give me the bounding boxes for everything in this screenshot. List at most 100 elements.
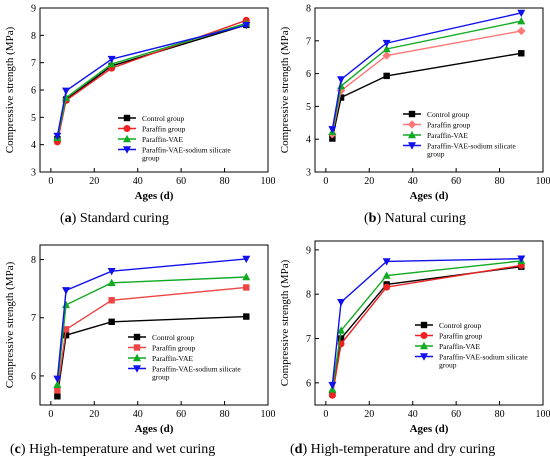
y-tick-label: 8 — [31, 255, 36, 266]
legend-marker — [123, 114, 131, 122]
data-point — [382, 39, 391, 48]
legend-marker — [420, 332, 428, 339]
data-point — [62, 326, 70, 333]
x-tick-label: 0 — [48, 409, 53, 420]
y-tick-label: 4 — [306, 135, 311, 146]
data-point — [243, 313, 250, 320]
x-tick-label: 20 — [364, 409, 374, 420]
y-tick-label: 6 — [31, 371, 36, 382]
x-tick-label: 60 — [451, 409, 461, 420]
data-point — [517, 255, 526, 263]
legend-label: Control group — [439, 321, 482, 330]
series-line — [56, 258, 247, 379]
data-point — [518, 50, 525, 57]
y-axis-label: Compressive strength (MPa) — [4, 261, 16, 388]
legend-entry: Paraffin group — [128, 344, 196, 353]
legend-label: Control group — [152, 333, 195, 342]
x-tick-label: 100 — [536, 176, 550, 187]
x-tick-label: 80 — [495, 409, 505, 420]
legend-marker — [420, 321, 428, 329]
y-tick-label: 8 — [306, 290, 311, 301]
legend-label: Control group — [142, 114, 185, 123]
y-tick-label: 7 — [31, 58, 36, 69]
legend-label-cont: group — [142, 154, 160, 163]
data-point — [383, 72, 390, 80]
y-tick-label: 5 — [306, 102, 311, 113]
legend-marker — [123, 125, 131, 132]
data-point — [54, 387, 61, 394]
legend-label: Paraffin group — [142, 125, 186, 134]
series-0 — [329, 50, 525, 142]
data-point — [107, 59, 116, 68]
x-tick-label: 40 — [133, 409, 143, 420]
caption-b: (b) Natural curing — [364, 211, 466, 226]
legend-marker — [420, 341, 428, 350]
data-point — [337, 335, 345, 342]
legend-entry: Paraffin-VAE — [118, 134, 183, 144]
caption-a: (a) Standard curing — [60, 211, 169, 226]
legend-marker — [420, 353, 428, 361]
y-tick-label: 6 — [306, 378, 311, 389]
legend-label: Paraffin-VAE-sodium silicate — [152, 365, 241, 374]
x-tick-label: 100 — [261, 176, 276, 187]
x-tick-label: 60 — [451, 176, 461, 187]
caption-d: (d) High-temperature and dry curing — [290, 442, 496, 457]
x-tick-label: 100 — [261, 409, 276, 420]
x-axis-label: Ages (d) — [410, 423, 449, 435]
data-point — [54, 393, 61, 400]
legend-label: Paraffin-VAE — [439, 342, 480, 351]
x-tick-label: 100 — [536, 409, 550, 420]
y-tick-label: 3 — [31, 168, 36, 179]
series-line — [56, 22, 247, 138]
data-point — [107, 55, 116, 64]
legend-entry: Paraffin group — [415, 332, 483, 341]
chart-high-temperature-dry-curing: 0 20 40 60 80 100 6 7 8 9 Ages (d) Compressive stre… — [279, 240, 550, 435]
legend-marker — [407, 120, 417, 129]
data-point — [517, 16, 526, 25]
series-3 — [53, 22, 251, 141]
legend-marker — [123, 134, 131, 143]
legend-entry: Paraffin-VAE — [415, 341, 480, 351]
data-point — [62, 331, 70, 339]
y-axis-label: Compressive strength (MPa) — [4, 26, 16, 153]
data-point — [337, 94, 345, 101]
series-line — [331, 260, 522, 390]
y-axis-label: Compressive strength (MPa) — [279, 26, 291, 153]
x-tick-label: 0 — [323, 409, 328, 420]
x-tick-label: 40 — [408, 409, 418, 420]
y-axis-label: Compressive strength (MPa) — [279, 259, 291, 386]
data-point — [62, 287, 71, 295]
legend-label: Paraffin-VAE-sodium silicate — [439, 353, 528, 362]
y-tick-label: 8 — [306, 4, 311, 15]
legend-label-cont: group — [439, 361, 457, 370]
series-line — [331, 52, 522, 139]
legend-label-cont: group — [152, 373, 170, 382]
legend-marker — [133, 333, 141, 341]
series-line — [331, 266, 522, 395]
legend-label: Paraffin-VAE — [152, 354, 193, 363]
x-tick-label: 80 — [220, 409, 230, 420]
series-line — [56, 24, 247, 137]
data-point — [242, 255, 251, 264]
legend-label: Control group — [427, 110, 470, 119]
legend-marker — [133, 344, 141, 351]
data-point — [337, 76, 346, 84]
legend-label: Paraffin-VAE-sodium silicate — [427, 142, 516, 151]
legend-label: Paraffin group — [152, 344, 196, 353]
legend-entry: Paraffin group — [118, 125, 186, 134]
legend-label: Paraffin-VAE-sodium silicate — [142, 146, 231, 155]
data-point — [382, 44, 391, 53]
y-tick-label: 7 — [31, 313, 36, 324]
plot-frame — [314, 7, 544, 173]
legend-label: Paraffin group — [427, 121, 471, 130]
chart-standard-curing: 0 20 40 60 80 100 3 4 5 6 7 8 9 Ages (d) Compressive s… — [4, 4, 276, 203]
x-tick-label: 20 — [89, 176, 99, 187]
data-point — [337, 298, 346, 307]
x-tick-label: 80 — [495, 176, 505, 187]
